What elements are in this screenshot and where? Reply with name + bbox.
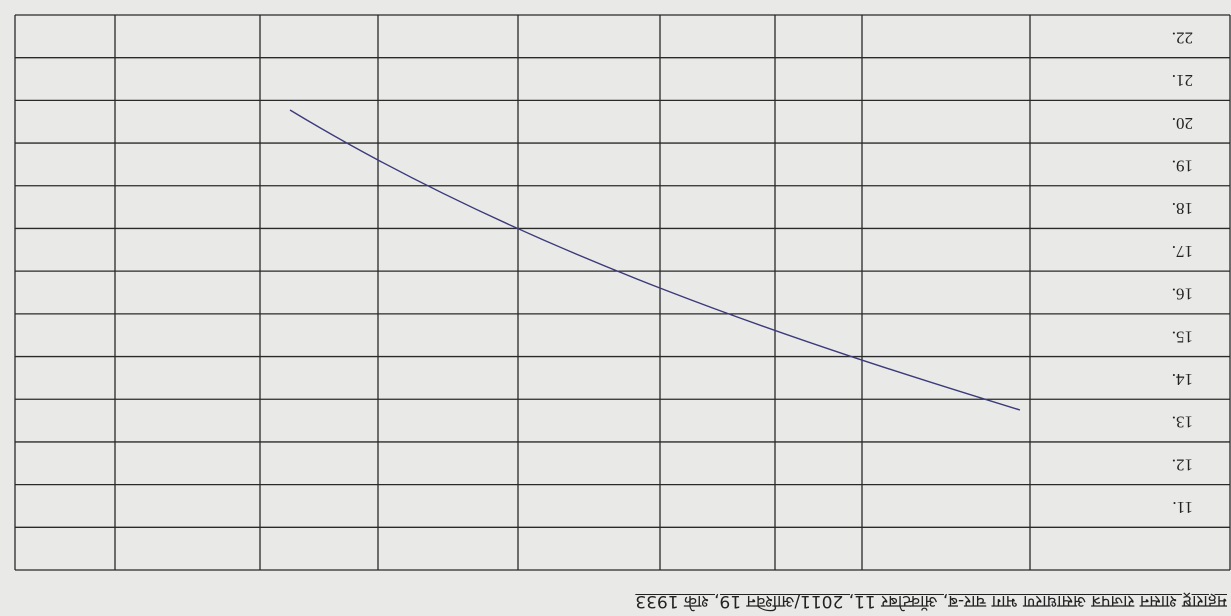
row-number: 13. xyxy=(1172,413,1193,432)
row-number: 14. xyxy=(1172,370,1193,389)
row-number: 15. xyxy=(1172,327,1193,346)
row-number: 16. xyxy=(1172,285,1193,304)
row-number: 12. xyxy=(1172,455,1193,474)
row-number: 20. xyxy=(1172,114,1193,133)
row-number: 19. xyxy=(1172,157,1193,176)
row-number: 17. xyxy=(1172,242,1193,261)
row-number: 11. xyxy=(1172,498,1193,517)
row-number: 18. xyxy=(1172,199,1193,218)
pen-stroke xyxy=(289,109,1021,411)
row-number: 21. xyxy=(1172,71,1193,90)
row-number: 22. xyxy=(1172,28,1193,47)
